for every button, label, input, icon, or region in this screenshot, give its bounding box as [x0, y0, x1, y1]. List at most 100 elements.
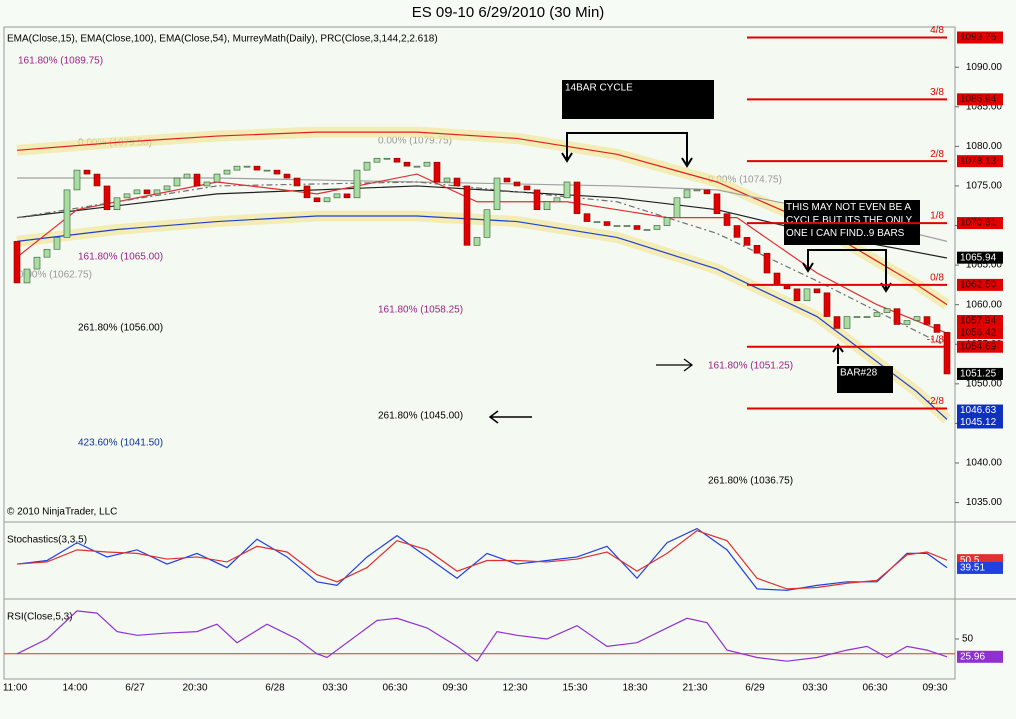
x-tick-label: 12:30: [502, 683, 527, 694]
murray-label: 2/8: [930, 149, 944, 160]
candle: [493, 177, 501, 210]
arrow: [488, 410, 532, 424]
candle: [803, 288, 811, 302]
fib-label: 261.80% (1036.75): [708, 476, 793, 487]
candle: [33, 256, 41, 270]
murray-label: 3/8: [930, 87, 944, 98]
candle: [63, 189, 71, 238]
murray-label: -1/8: [927, 334, 945, 345]
x-tick-label: 14:00: [62, 683, 87, 694]
candle: [143, 189, 151, 195]
price-badge-label: 39.51: [960, 563, 985, 574]
note-text: BAR#28: [840, 368, 878, 379]
candle: [523, 185, 531, 191]
candle: [393, 157, 401, 163]
candle: [53, 237, 61, 250]
y-tick-label: 1050.00: [966, 378, 1003, 389]
price-badge: [957, 31, 1003, 44]
panel-title: RSI(Close,5,3): [7, 612, 73, 623]
candle: [323, 197, 331, 203]
price-badge-label: 1056.42: [960, 328, 997, 339]
price-badge-label: 25.96: [960, 651, 985, 662]
price-badge: [957, 650, 1003, 663]
murray-label: 0/8: [930, 273, 944, 284]
y-tick-label: 1085.00: [966, 101, 1003, 112]
candle: [763, 252, 771, 274]
murray-label: 1/8: [930, 211, 944, 222]
panel-title: Stochastics(3,3,5): [7, 535, 87, 546]
candle: [893, 308, 901, 325]
x-tick-label: 21:30: [682, 683, 707, 694]
price-badge-label: 1046.63: [960, 405, 997, 416]
x-tick-label: 09:30: [922, 683, 947, 694]
candle: [343, 193, 351, 199]
candle: [643, 229, 651, 231]
arrow: [832, 343, 844, 364]
candle: [233, 165, 241, 171]
note-box: [562, 80, 714, 119]
price-badge-label: 1045.12: [960, 417, 997, 428]
candle: [553, 197, 561, 203]
candle: [103, 185, 111, 210]
x-tick-label: 15:30: [562, 683, 587, 694]
candle: [23, 268, 31, 284]
candle: [173, 177, 181, 187]
candle: [193, 173, 201, 187]
price-badge-label: 1057.94: [960, 316, 997, 327]
price-badge: [957, 251, 1003, 264]
x-tick-label: 03:30: [322, 683, 347, 694]
fib-label: 261.80% (1056.00): [78, 323, 163, 334]
candle: [83, 169, 91, 175]
candle: [243, 165, 251, 168]
price-badge: [957, 327, 1003, 340]
arrow: [566, 132, 688, 165]
candle: [813, 288, 821, 294]
arrow-head: [561, 152, 693, 168]
price-badge-label: 1065.94: [960, 252, 997, 263]
candle: [683, 189, 691, 199]
x-tick-label: 20:30: [182, 683, 207, 694]
candle: [283, 173, 291, 179]
x-tick-label: 6/28: [265, 683, 285, 694]
indicator-line: [16, 527, 948, 591]
candle: [183, 173, 191, 179]
x-tick-label: 09:30: [442, 683, 467, 694]
y-tick-label: 1080.00: [966, 141, 1003, 152]
candle: [293, 177, 301, 187]
x-tick-label: 6/29: [745, 683, 765, 694]
chart-title: ES 09-10 6/29/2010 (30 Min): [412, 4, 605, 21]
candle: [163, 185, 171, 191]
candle: [673, 197, 681, 218]
fib-label: 161.80% (1058.25): [378, 305, 463, 316]
overlay-line: [16, 131, 948, 306]
candle: [353, 169, 361, 199]
candle: [463, 185, 471, 246]
note-wrap: THIS MAY NOT EVEN BE A CYCLE,BUT ITS THE…: [786, 202, 912, 239]
price-badge: [957, 416, 1003, 429]
candle: [453, 177, 461, 187]
candle: [513, 181, 521, 187]
candle: [153, 189, 161, 195]
candle: [733, 225, 741, 238]
indicator-line: [16, 530, 948, 590]
murray-label: 4/8: [930, 25, 944, 36]
candle: [373, 157, 381, 163]
candle: [113, 197, 121, 210]
candle: [933, 324, 941, 333]
candle: [883, 308, 891, 313]
candle: [853, 316, 861, 318]
price-badge: [957, 93, 1003, 106]
murray-label: -2/8: [927, 396, 945, 407]
candle: [273, 169, 281, 175]
candle: [843, 316, 851, 329]
candle: [833, 316, 841, 329]
candle: [903, 320, 911, 325]
overlay-line: [16, 181, 948, 348]
arrow: [656, 358, 693, 372]
fib-label: 423.60% (1041.50): [78, 438, 163, 449]
candle: [43, 248, 51, 258]
candle: [913, 316, 921, 321]
price-badge: [957, 340, 1003, 353]
price-badge-label: 1054.69: [960, 341, 997, 352]
price-badge-label: 1062.50: [960, 280, 997, 291]
